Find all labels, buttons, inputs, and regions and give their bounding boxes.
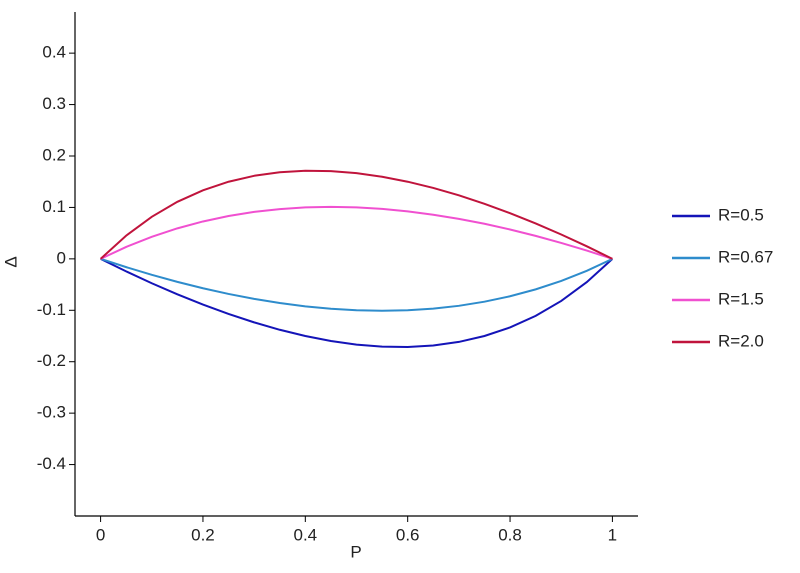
y-tick-label: 0.3 [42, 94, 66, 113]
y-axis-label: Δ [1, 256, 20, 267]
y-tick-label: -0.3 [37, 403, 66, 422]
x-axis-label: P [350, 542, 361, 561]
series-line [100, 257, 614, 349]
legend-label: R=2.0 [718, 331, 764, 350]
y-tick-label: 0 [57, 248, 66, 267]
y-tick-label: 0.2 [42, 145, 66, 164]
x-tick-label: 0.8 [498, 525, 522, 544]
x-tick-label: 0.6 [396, 525, 420, 544]
series-line [99, 169, 613, 260]
series-line [100, 257, 613, 312]
x-tick-label: 0.2 [191, 525, 215, 544]
legend-label: R=0.5 [718, 205, 764, 224]
series-line [100, 205, 613, 260]
y-tick-label: 0.1 [42, 197, 66, 216]
legend-label: R=0.67 [718, 247, 773, 266]
y-tick-label: -0.1 [37, 300, 66, 319]
x-tick-label: 1 [608, 525, 617, 544]
x-tick-label: 0.4 [293, 525, 317, 544]
legend-label: R=1.5 [718, 289, 764, 308]
y-tick-label: -0.2 [37, 351, 66, 370]
y-tick-label: 0.4 [42, 43, 66, 62]
x-tick-label: 0 [96, 525, 105, 544]
y-tick-label: -0.4 [37, 454, 66, 473]
